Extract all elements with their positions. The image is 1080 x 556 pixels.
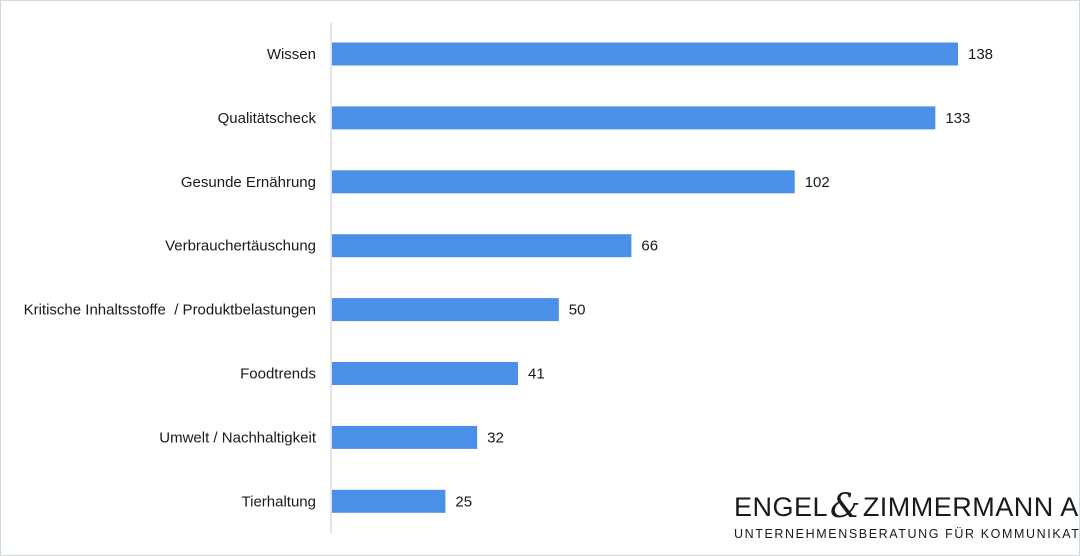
bar bbox=[332, 489, 446, 513]
category-label: Kritische Inhaltsstoffe / Produktbelastu… bbox=[24, 302, 316, 319]
category-label: Wissen bbox=[267, 46, 316, 63]
value-label: 25 bbox=[455, 493, 472, 510]
value-label: 50 bbox=[569, 302, 586, 319]
category-label: Tierhaltung bbox=[242, 493, 317, 510]
category-label: Verbrauchertäuschung bbox=[165, 238, 316, 255]
value-label: 41 bbox=[528, 366, 545, 383]
value-label: 66 bbox=[641, 238, 658, 255]
logo-name-part1: ENGEL bbox=[734, 492, 829, 522]
category-label: Gesunde Ernährung bbox=[181, 174, 316, 191]
logo-tagline: UNTERNEHMENSBERATUNG FÜR KOMMUNIKATION bbox=[734, 527, 1080, 541]
bar bbox=[332, 425, 478, 449]
value-label: 102 bbox=[805, 174, 830, 191]
value-label: 32 bbox=[487, 429, 504, 446]
bar bbox=[332, 106, 936, 130]
company-logo: ENGEL&ZIMMERMANN AG UNTERNEHMENSBERATUNG… bbox=[734, 485, 1080, 549]
category-label: Foodtrends bbox=[240, 366, 316, 383]
category-label: Qualitätscheck bbox=[218, 110, 317, 127]
value-label: 138 bbox=[968, 46, 993, 63]
logo-wordmark: ENGEL&ZIMMERMANN AG bbox=[734, 485, 1080, 526]
bar bbox=[332, 170, 795, 194]
bar bbox=[332, 42, 958, 66]
category-label: Umwelt / Nachhaltigkeit bbox=[159, 429, 317, 446]
logo-ampersand: & bbox=[830, 486, 861, 526]
bar bbox=[332, 298, 559, 322]
bar bbox=[332, 362, 518, 385]
value-label: 133 bbox=[945, 110, 970, 127]
logo-name-part2: ZIMMERMANN AG bbox=[862, 492, 1080, 522]
bars-layer: Wissen 138 Qualitätscheck 133 Gesunde Ernähr… bbox=[24, 42, 993, 513]
bar bbox=[332, 234, 632, 258]
